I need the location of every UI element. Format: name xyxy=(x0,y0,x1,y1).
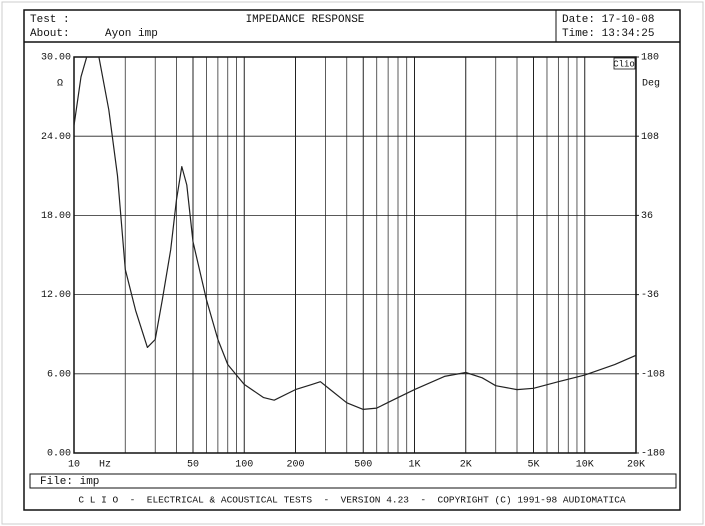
y-tick-label: 6.00 xyxy=(47,369,71,380)
file: File: imp xyxy=(40,476,99,488)
plot-frame xyxy=(73,56,637,454)
y2-unit: Deg xyxy=(642,79,660,90)
y2-tick-label: 180 xyxy=(641,53,659,64)
x-tick-label: 1K xyxy=(408,460,420,471)
footer: C L I O - ELECTRICAL & ACOUSTICAL TESTS … xyxy=(78,495,626,506)
x-tick-label: 5K xyxy=(527,460,539,471)
y-unit: Ω xyxy=(57,79,63,90)
y2-tick-label: -108 xyxy=(641,369,665,380)
x-unit: Hz xyxy=(99,460,111,471)
y-tick-label: 18.00 xyxy=(41,211,71,222)
badge: Clio xyxy=(613,59,635,69)
about-value: Ayon imp xyxy=(105,28,158,40)
chart-title: IMPEDANCE RESPONSE xyxy=(246,14,365,26)
x-tick-label: 10 xyxy=(68,460,80,471)
file-box xyxy=(29,473,677,489)
y2-tick-label: -180 xyxy=(641,449,665,460)
time: Time: 13:34:25 xyxy=(562,28,654,40)
impedance-line xyxy=(74,57,636,410)
about-label: About: xyxy=(30,28,70,40)
y2-tick-label: 108 xyxy=(641,132,659,143)
y-tick-label: 0.00 xyxy=(47,449,71,460)
date: Date: 17-10-08 xyxy=(562,14,654,26)
x-tick-label: 50 xyxy=(187,460,199,471)
x-tick-label: 20K xyxy=(627,460,645,471)
x-tick-label: 2K xyxy=(460,460,472,471)
test-label: Test : xyxy=(30,14,70,26)
y2-tick-label: 36 xyxy=(641,211,653,222)
y-tick-label: 12.00 xyxy=(41,290,71,301)
y2-tick-label: -36 xyxy=(641,290,659,301)
x-tick-label: 200 xyxy=(286,460,304,471)
x-tick-label: 500 xyxy=(354,460,372,471)
x-tick-label: 100 xyxy=(235,460,253,471)
badge-box xyxy=(613,57,636,70)
y-tick-label: 30.00 xyxy=(41,53,71,64)
y-tick-label: 24.00 xyxy=(41,132,71,143)
frame xyxy=(23,9,681,511)
x-tick-label: 10K xyxy=(576,460,594,471)
